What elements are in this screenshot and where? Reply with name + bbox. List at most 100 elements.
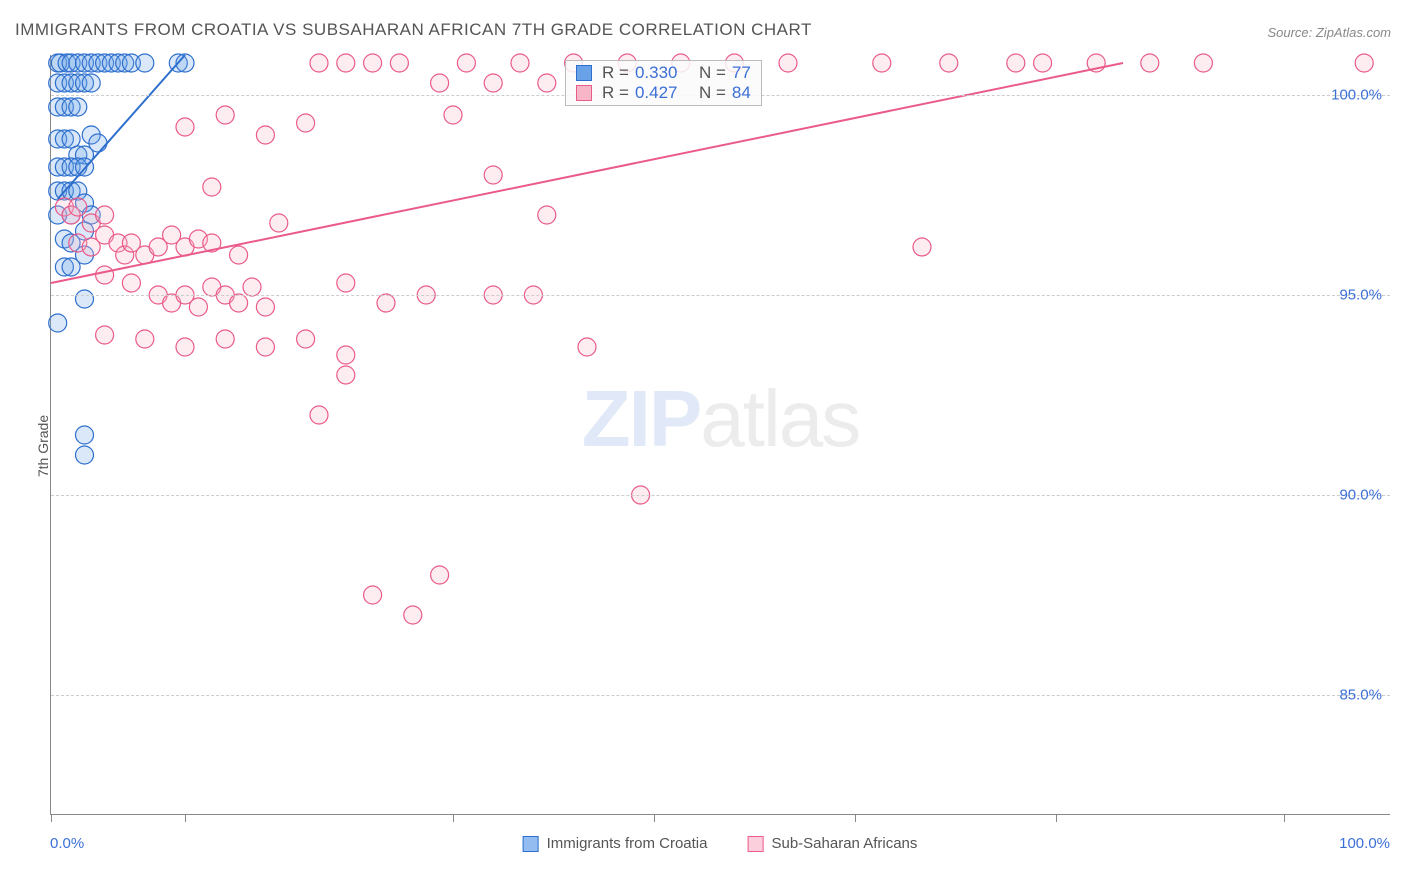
data-point — [1194, 54, 1212, 72]
data-point — [189, 298, 207, 316]
data-point — [310, 406, 328, 424]
data-point — [89, 134, 107, 152]
correlation-legend-box: R = 0.330 N = 77R = 0.427 N = 84 — [565, 60, 762, 106]
data-point — [578, 338, 596, 356]
corr-swatch — [576, 85, 592, 101]
data-point — [484, 74, 502, 92]
correlation-row: R = 0.427 N = 84 — [576, 83, 751, 103]
x-tick-mark — [453, 814, 454, 822]
chart-source: Source: ZipAtlas.com — [1267, 25, 1391, 40]
data-point — [337, 274, 355, 292]
data-point — [69, 98, 87, 116]
correlation-row: R = 0.330 N = 77 — [576, 63, 751, 83]
data-point — [873, 54, 891, 72]
data-point — [484, 166, 502, 184]
r-value: 0.427 — [635, 83, 678, 103]
legend-bottom: Immigrants from Croatia Sub-Saharan Afric… — [523, 835, 918, 852]
x-tick-mark — [855, 814, 856, 822]
gridline — [51, 295, 1390, 296]
data-point — [69, 198, 87, 216]
data-point — [337, 346, 355, 364]
x-tick-mark — [654, 814, 655, 822]
data-point — [270, 214, 288, 232]
data-point — [364, 54, 382, 72]
legend-item: Immigrants from Croatia — [523, 835, 708, 852]
data-point — [913, 238, 931, 256]
data-point — [176, 338, 194, 356]
data-point — [256, 338, 274, 356]
x-tick-mark — [185, 814, 186, 822]
data-point — [136, 54, 154, 72]
data-point — [96, 266, 114, 284]
data-point — [96, 206, 114, 224]
data-point — [337, 366, 355, 384]
x-tick-max: 100.0% — [1339, 835, 1390, 852]
x-tick-min: 0.0% — [50, 835, 84, 852]
data-point — [297, 330, 315, 348]
data-point — [538, 206, 556, 224]
n-value: 77 — [732, 63, 751, 83]
data-point — [1355, 54, 1373, 72]
data-point — [76, 426, 94, 444]
r-label: R = — [602, 83, 629, 103]
corr-swatch — [576, 65, 592, 81]
n-label: N = — [699, 63, 726, 83]
data-point — [136, 330, 154, 348]
data-point — [203, 178, 221, 196]
data-point — [457, 54, 475, 72]
scatter-svg — [51, 55, 1391, 815]
data-point — [230, 246, 248, 264]
data-point — [82, 74, 100, 92]
x-tick-mark — [1284, 814, 1285, 822]
legend-swatch — [523, 836, 539, 852]
data-point — [216, 106, 234, 124]
y-tick-label: 90.0% — [1339, 487, 1382, 504]
data-point — [1007, 54, 1025, 72]
y-axis-label: 7th Grade — [35, 415, 51, 477]
legend-label: Sub-Saharan Africans — [771, 835, 917, 852]
data-point — [76, 290, 94, 308]
data-point — [337, 54, 355, 72]
data-point — [431, 566, 449, 584]
n-label: N = — [699, 83, 726, 103]
y-tick-label: 85.0% — [1339, 687, 1382, 704]
data-point — [364, 586, 382, 604]
data-point — [96, 326, 114, 344]
data-point — [511, 54, 529, 72]
data-point — [62, 130, 80, 148]
data-point — [390, 54, 408, 72]
gridline — [51, 495, 1390, 496]
data-point — [176, 118, 194, 136]
data-point — [216, 330, 234, 348]
data-point — [297, 114, 315, 132]
r-value: 0.330 — [635, 63, 678, 83]
data-point — [122, 274, 140, 292]
data-point — [1141, 54, 1159, 72]
data-point — [230, 294, 248, 312]
data-point — [940, 54, 958, 72]
data-point — [49, 314, 67, 332]
data-point — [243, 278, 261, 296]
plot-area: ZIPatlas 85.0%90.0%95.0%100.0% — [50, 55, 1390, 815]
legend-swatch — [747, 836, 763, 852]
data-point — [377, 294, 395, 312]
r-label: R = — [602, 63, 629, 83]
data-point — [310, 54, 328, 72]
y-tick-label: 100.0% — [1331, 87, 1382, 104]
x-tick-mark — [1056, 814, 1057, 822]
chart-title: IMMIGRANTS FROM CROATIA VS SUBSAHARAN AF… — [15, 20, 812, 40]
legend-label: Immigrants from Croatia — [547, 835, 708, 852]
x-axis-row: 0.0% Immigrants from Croatia Sub-Saharan … — [50, 835, 1390, 865]
n-value: 84 — [732, 83, 751, 103]
data-point — [404, 606, 422, 624]
data-point — [256, 126, 274, 144]
data-point — [76, 446, 94, 464]
data-point — [779, 54, 797, 72]
data-point — [444, 106, 462, 124]
data-point — [256, 298, 274, 316]
data-point — [538, 74, 556, 92]
x-tick-mark — [51, 814, 52, 822]
y-tick-label: 95.0% — [1339, 287, 1382, 304]
gridline — [51, 695, 1390, 696]
data-point — [1034, 54, 1052, 72]
